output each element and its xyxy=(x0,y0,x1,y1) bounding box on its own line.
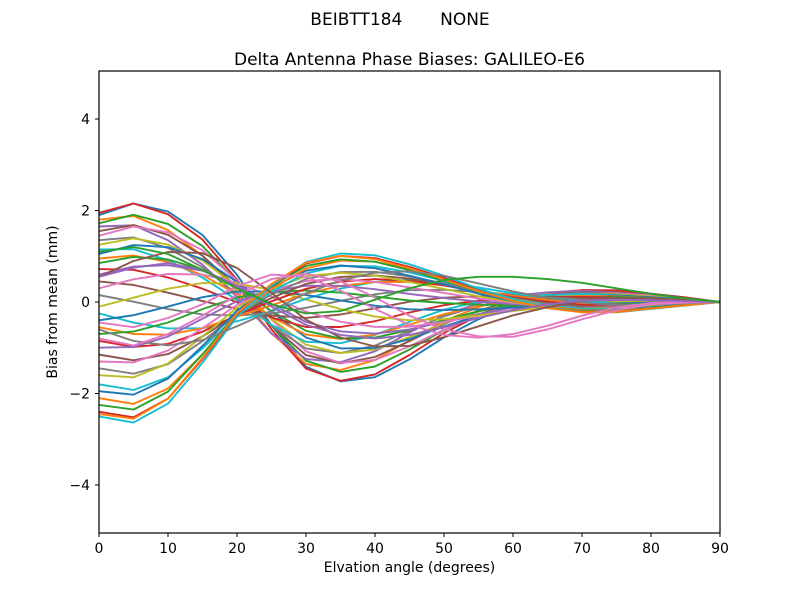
x-tick-label: 40 xyxy=(366,541,384,557)
y-tick-label: 2 xyxy=(81,204,90,220)
x-tick-label: 0 xyxy=(95,541,104,557)
series-line-35 xyxy=(99,254,720,420)
x-tick-label: 30 xyxy=(297,541,315,557)
series-line-36 xyxy=(99,251,720,348)
figure-suptitle: BEIBTT184 NONE xyxy=(310,10,490,30)
x-tick-label: 10 xyxy=(159,541,177,557)
series-line-18 xyxy=(99,282,720,322)
x-tick-label: 80 xyxy=(642,541,660,557)
y-tick-label: 0 xyxy=(81,295,90,311)
x-tick-label: 60 xyxy=(504,541,522,557)
series-line-38 xyxy=(99,273,720,339)
series-line-20 xyxy=(99,290,720,322)
x-tick-label: 50 xyxy=(435,541,453,557)
x-axis-label: Elvation angle (degrees) xyxy=(323,560,496,576)
x-tick-label: 70 xyxy=(573,541,591,557)
series-line-39 xyxy=(99,272,720,347)
line-bundle xyxy=(99,202,720,424)
x-tick-label: 90 xyxy=(711,541,729,557)
series-line-37 xyxy=(99,270,720,347)
axes-title: Delta Antenna Phase Biases: GALILEO-E6 xyxy=(234,50,585,70)
y-tick-label: −4 xyxy=(69,478,90,494)
axes-frame xyxy=(98,70,721,534)
y-tick-label: 4 xyxy=(81,112,90,128)
x-tick-label: 20 xyxy=(228,541,246,557)
series-line-28 xyxy=(99,271,720,379)
y-tick-label: −2 xyxy=(69,386,90,402)
series-line-41 xyxy=(99,246,720,315)
series-line-3 xyxy=(99,202,720,382)
